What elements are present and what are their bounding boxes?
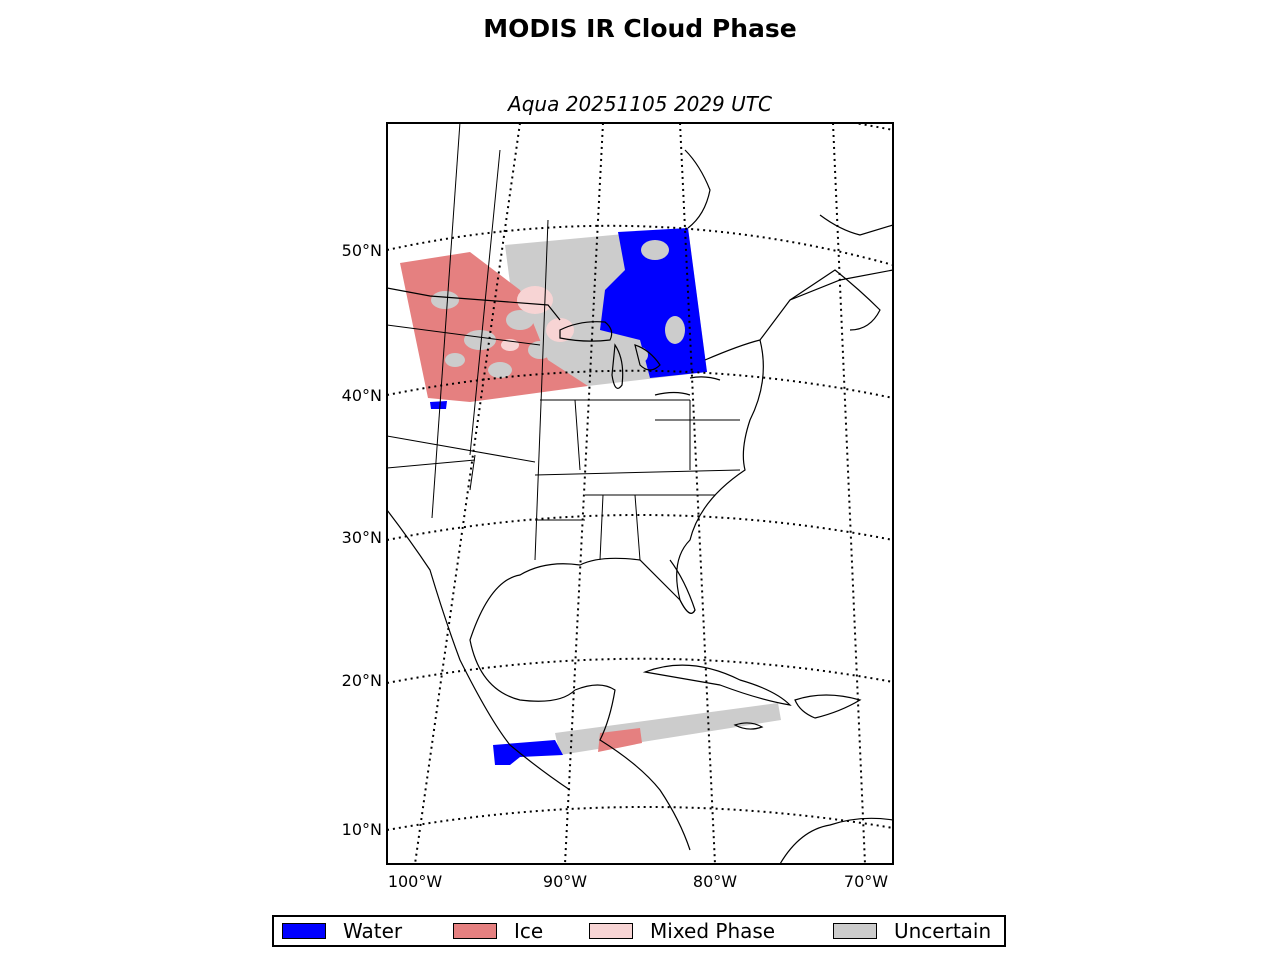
legend-item-water: Water bbox=[282, 917, 402, 945]
swath-north-ice bbox=[400, 252, 588, 402]
legend-label-uncertain: Uncertain bbox=[894, 919, 992, 943]
legend-swatch-water bbox=[282, 923, 326, 939]
state-borders bbox=[387, 123, 741, 561]
legend-swatch-ice bbox=[453, 923, 497, 939]
legend-item-uncertain: Uncertain bbox=[833, 917, 991, 945]
legend-label-ice: Ice bbox=[514, 919, 544, 943]
legend-label-mixed-phase: Mixed Phase bbox=[650, 919, 776, 943]
figure-subtitle: Aqua 20251105 2029 UTC bbox=[508, 92, 772, 116]
map-frame bbox=[386, 122, 894, 865]
swath-south-water bbox=[493, 740, 563, 765]
figure-title: MODIS IR Cloud Phase bbox=[483, 14, 797, 43]
lat-label-50: 50°N bbox=[342, 241, 382, 260]
legend-swatch-uncertain bbox=[833, 923, 877, 939]
longitude-gridlines bbox=[414, 123, 866, 864]
water-gaps bbox=[632, 240, 685, 363]
lat-label-20: 20°N bbox=[342, 671, 382, 690]
lat-label-30: 30°N bbox=[342, 528, 382, 547]
legend-item-mixed-phase: Mixed Phase bbox=[589, 917, 775, 945]
legend-item-ice: Ice bbox=[453, 917, 543, 945]
legend-label-water: Water bbox=[343, 919, 403, 943]
legend: Water Ice Mixed Phase Uncertain bbox=[272, 915, 1006, 947]
lon-label-90w: 90°W bbox=[543, 872, 587, 891]
lon-label-100w: 100°W bbox=[388, 872, 443, 891]
coastlines bbox=[387, 149, 893, 864]
lon-label-70w: 70°W bbox=[844, 872, 888, 891]
water-patch-sw bbox=[430, 401, 447, 409]
lon-label-80w: 80°W bbox=[693, 872, 737, 891]
legend-swatch-mixed-phase bbox=[589, 923, 633, 939]
lat-label-40: 40°N bbox=[342, 386, 382, 405]
latitude-gridlines bbox=[387, 123, 893, 831]
ice-speckle bbox=[431, 291, 552, 378]
lat-label-10: 10°N bbox=[342, 820, 382, 839]
